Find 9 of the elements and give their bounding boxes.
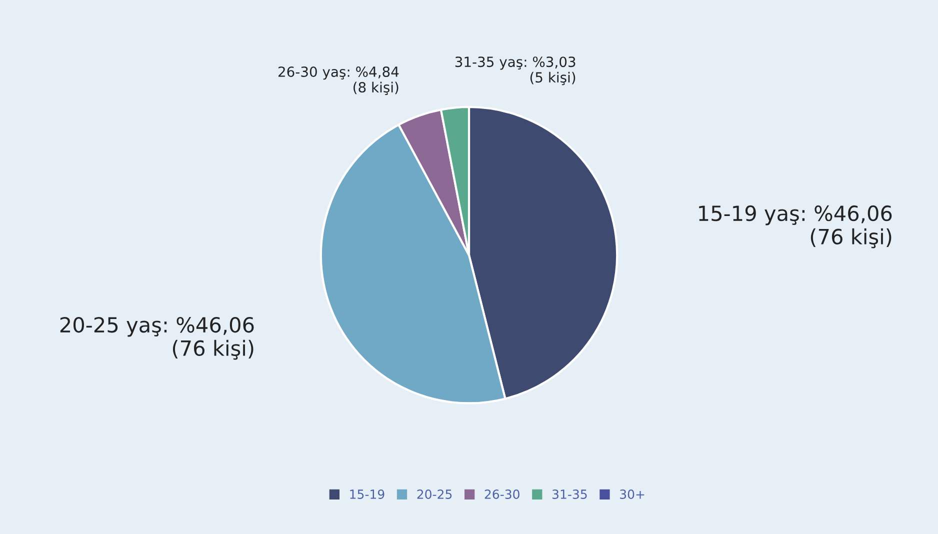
data-label: 15-19 yaş: %46,06 (76 kişi) (699, 205, 892, 248)
legend-label: 15-19 (350, 490, 384, 499)
legend-label: 30+ (620, 490, 644, 499)
data-label: 20-25 yaş: %46,06 (76 kişi) (60, 316, 254, 360)
data-label: 26-30 yaş: %4,84 (8 kişi) (278, 66, 399, 96)
legend-label: 31-35 (552, 490, 587, 499)
legend-label: 20-25 (417, 490, 452, 499)
data-label: 31-35 yaş: %3,03 (5 kişi) (455, 56, 576, 86)
legend-label: 26-30 (484, 490, 520, 499)
